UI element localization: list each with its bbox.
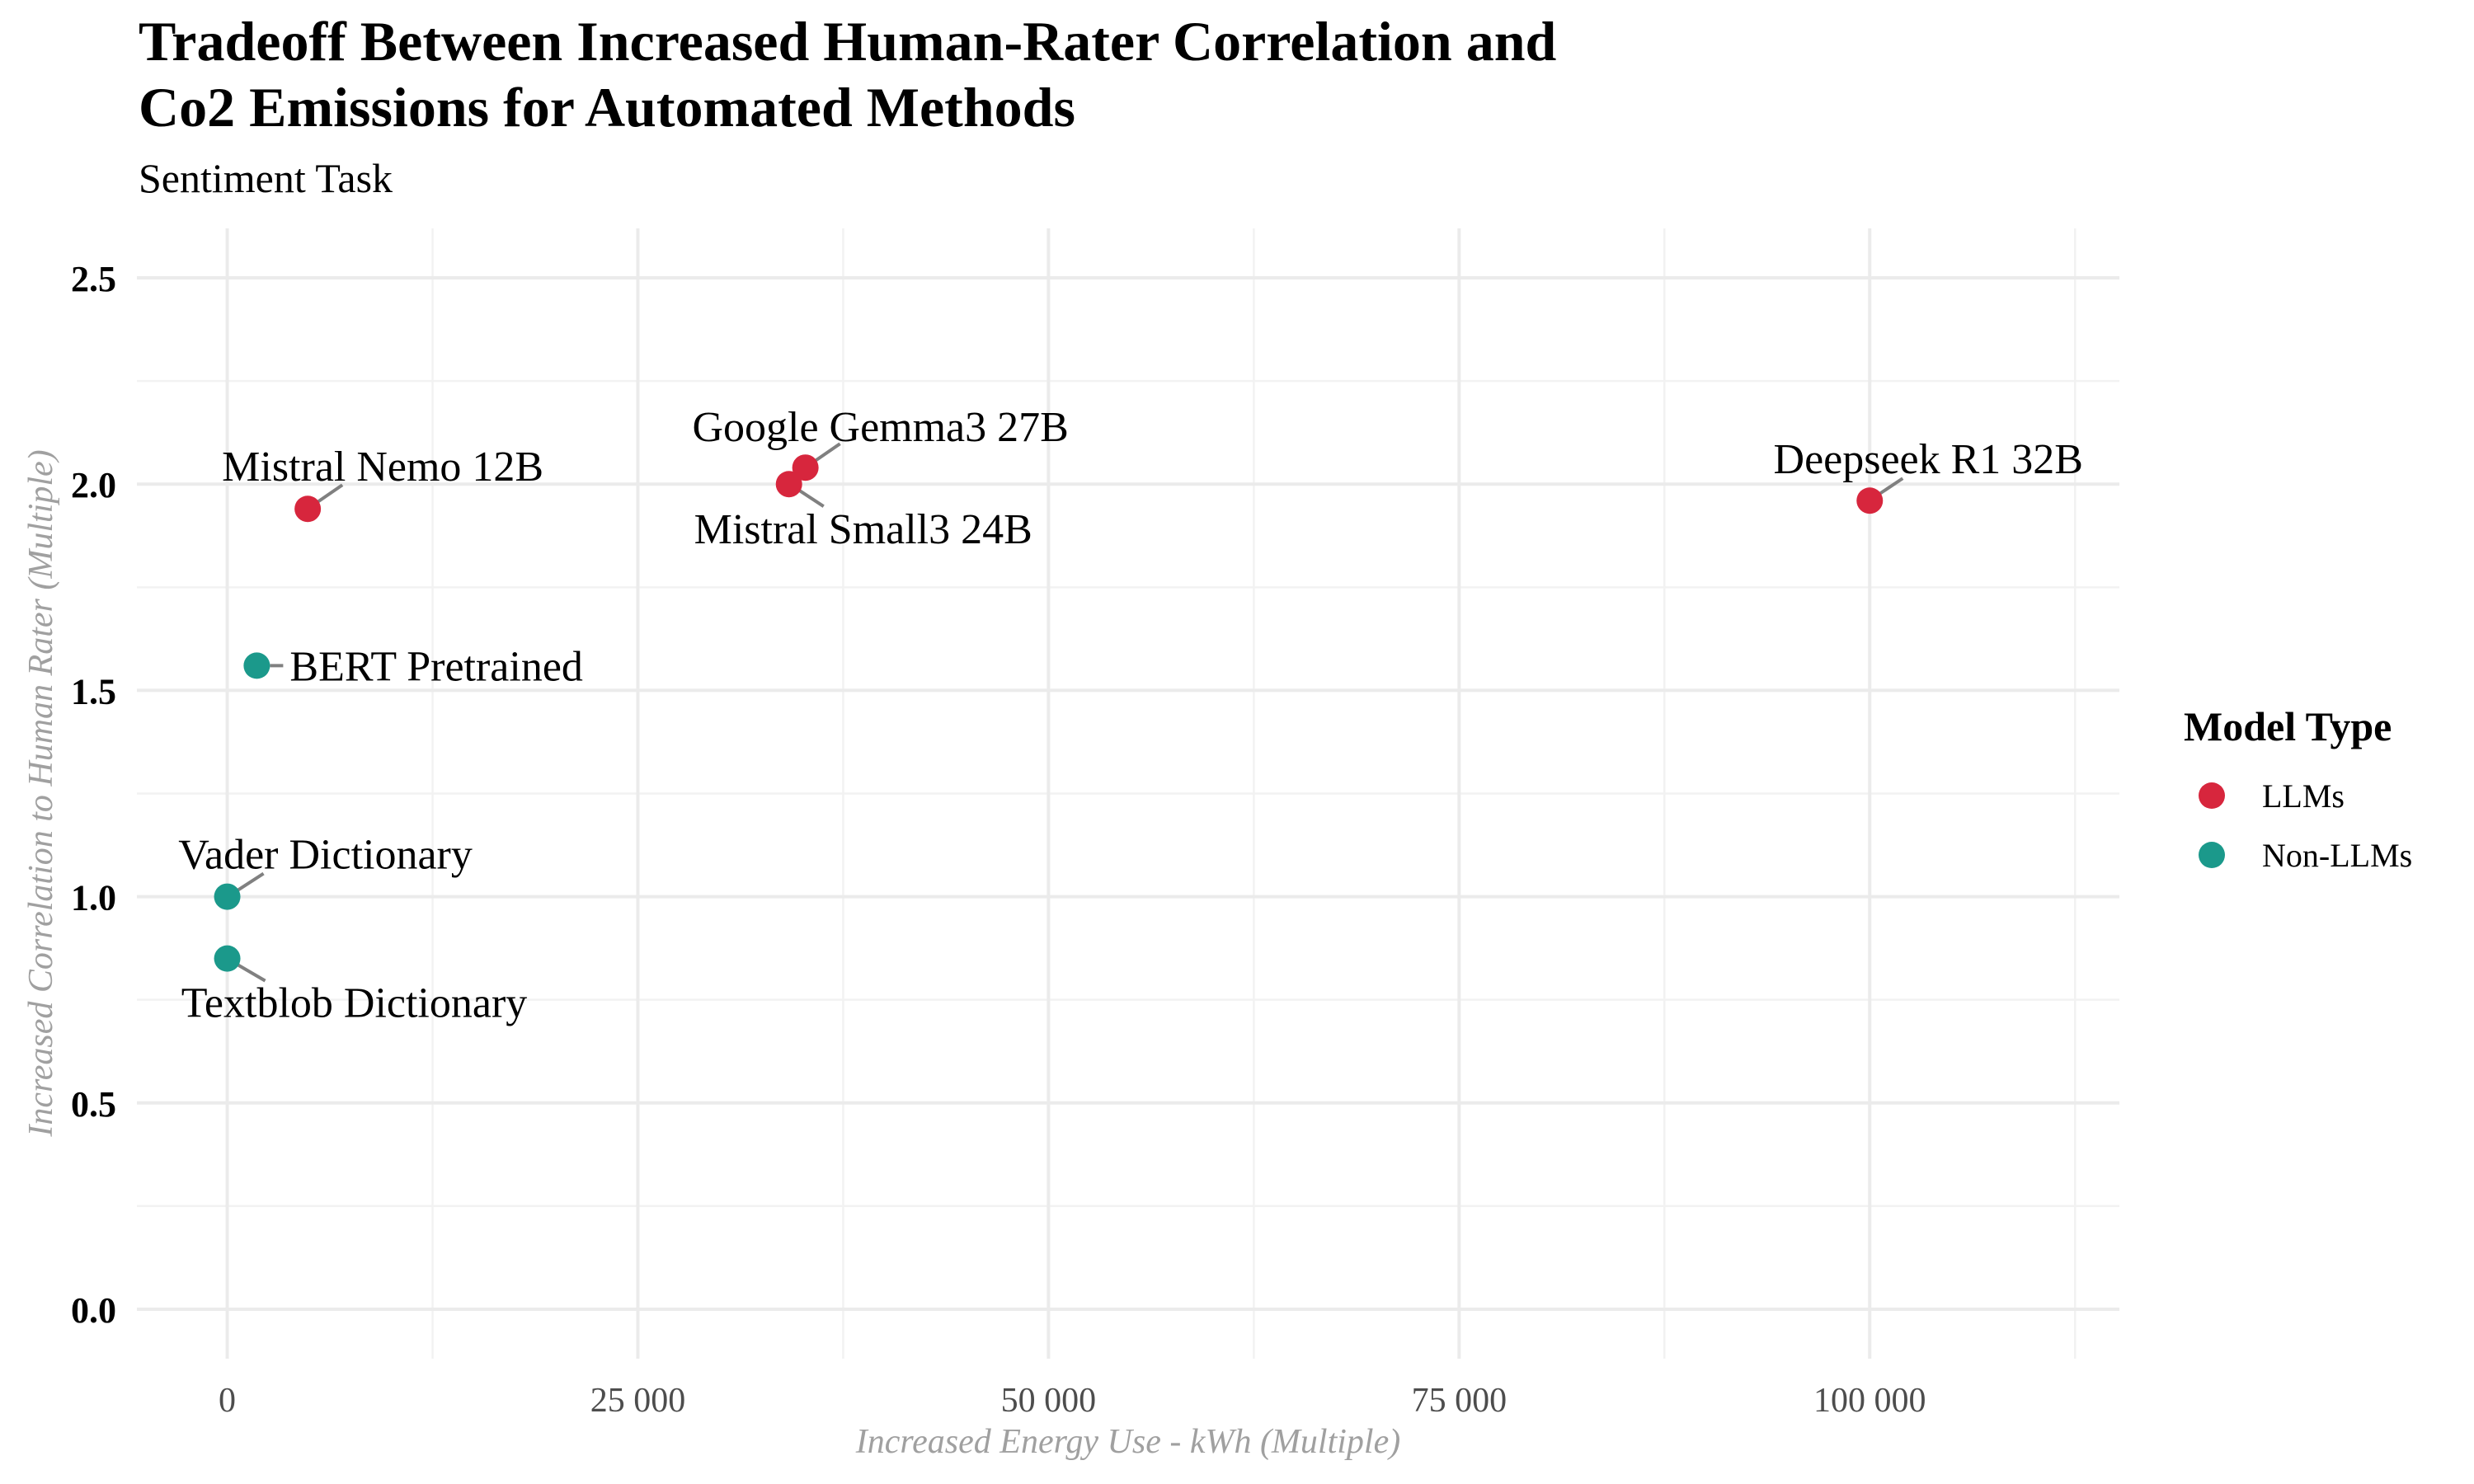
data-point [775, 471, 802, 498]
data-point [214, 883, 241, 910]
point-label: Mistral Nemo 12B [222, 444, 543, 491]
data-point [792, 454, 819, 481]
chart-title-line-1: Tradeoff Between Increased Human-Rater C… [139, 10, 1557, 73]
legend-key-llms [2199, 782, 2225, 809]
data-point [1856, 487, 1884, 514]
point-label: Google Gemma3 27B [692, 404, 1068, 451]
y-tick-label: 2.0 [71, 465, 116, 505]
legend: Model Type LLMs Non-LLMs [2184, 703, 2412, 874]
y-axis-tick-labels: 0.0 0.5 1.0 1.5 2.0 2.5 [71, 259, 116, 1331]
legend-key-non-llms [2199, 842, 2225, 868]
chart-subtitle: Sentiment Task [139, 155, 393, 201]
leader-line [234, 871, 265, 894]
y-tick-label: 2.5 [71, 259, 116, 299]
x-tick-label: 100 000 [1813, 1382, 1926, 1420]
x-tick-label: 25 000 [590, 1382, 686, 1420]
legend-label-non-llms: Non-LLMs [2262, 837, 2412, 874]
x-tick-label: 75 000 [1412, 1382, 1507, 1420]
y-axis-title: Increased Correlation to Human Rater (Mu… [22, 449, 60, 1137]
chart-title-line-2: Co2 Emissions for Automated Methods [139, 76, 1075, 139]
data-point [294, 495, 322, 523]
leader-line [796, 487, 825, 508]
x-axis-title: Increased Energy Use - kWh (Multiple) [855, 1423, 1400, 1461]
major-gridlines [137, 228, 2119, 1359]
leader-line [812, 442, 841, 463]
y-tick-label: 0.5 [71, 1084, 116, 1125]
point-label: Deepseek R1 32B [1774, 436, 2083, 483]
legend-label-llms: LLMs [2262, 777, 2345, 815]
label-leader-lines [234, 442, 1904, 983]
x-axis-tick-labels: 0 25 000 50 000 75 000 100 000 [219, 1382, 1926, 1420]
leader-line [234, 961, 266, 983]
y-tick-label: 0.0 [71, 1290, 116, 1331]
data-point [214, 945, 241, 972]
data-point [243, 652, 270, 679]
x-tick-label: 0 [219, 1382, 236, 1420]
minor-gridlines [137, 228, 2119, 1359]
legend-title: Model Type [2184, 703, 2392, 749]
x-tick-label: 50 000 [1001, 1382, 1097, 1420]
point-label: Mistral Small3 24B [694, 506, 1032, 553]
point-label: BERT Pretrained [289, 643, 583, 690]
point-labels: Mistral Nemo 12B Google Gemma3 27B Mistral… [178, 404, 2083, 1026]
y-tick-label: 1.0 [71, 878, 116, 918]
point-label: Vader Dictionary [178, 832, 473, 879]
leader-line [1877, 477, 1904, 496]
data-points [214, 454, 1884, 972]
y-tick-label: 1.5 [71, 671, 116, 711]
leader-line [315, 483, 344, 505]
point-label: Textblob Dictionary [181, 980, 527, 1027]
